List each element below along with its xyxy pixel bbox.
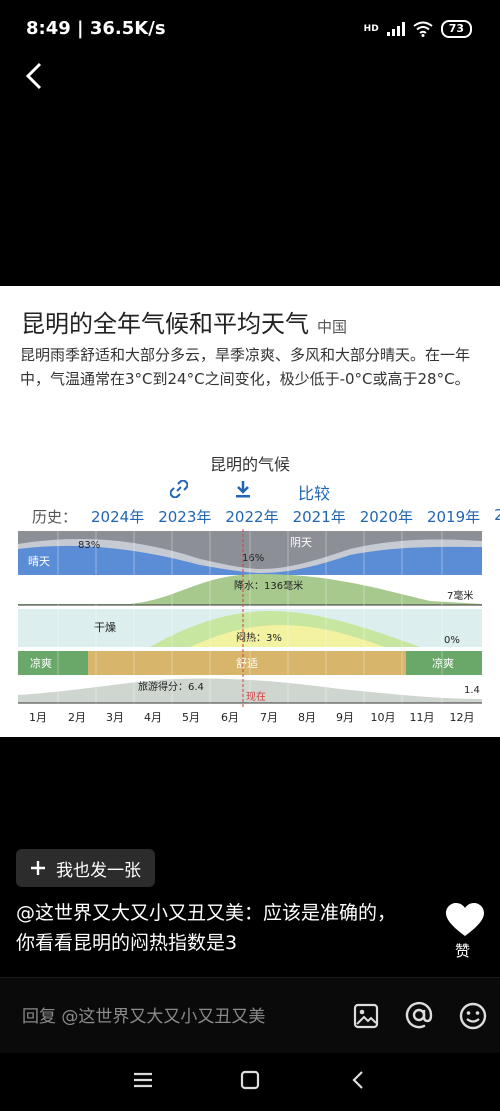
month-tick: 8月 — [298, 711, 316, 724]
history-label: 历史： — [32, 508, 78, 526]
reply-input[interactable]: 回复 @这世界又大又小又丑又美 — [22, 1007, 266, 1027]
month-tick: 7月 — [260, 711, 278, 724]
month-tick: 4月 — [144, 711, 162, 724]
title-text: 昆明的全年气候和平均天气 — [21, 310, 309, 338]
comfortable-label: 舒适 — [236, 656, 258, 670]
heart-icon[interactable] — [445, 903, 485, 937]
status-time-speed: 8:49 | 36.5K/s — [26, 18, 166, 39]
plus-icon — [31, 861, 45, 875]
cloudy-label: 阴天 — [290, 536, 312, 549]
month-tick: 5月 — [182, 711, 200, 724]
download-icon — [235, 481, 250, 498]
cool-segment — [18, 651, 88, 675]
clear-band — [18, 545, 482, 575]
emoji-icon[interactable] — [458, 1001, 488, 1031]
clear-min-label: 16% — [242, 553, 264, 564]
wifi-icon — [413, 21, 433, 37]
back-nav-icon[interactable] — [350, 1070, 366, 1090]
page-title: 昆明的全年气候和平均天气 中国 — [21, 304, 347, 339]
dry-label: 干燥 — [94, 621, 116, 634]
compare-link: 比较 — [297, 484, 330, 503]
climate-description: 昆明雨季舒适和大部分多云，旱季凉爽、多风和大部分晴天。在一年中，气温通常在3°C… — [20, 346, 471, 388]
rain-label: 降水：136毫米 — [234, 579, 303, 592]
rain-end-label: 7毫米 — [447, 589, 473, 602]
history-year: 2022年 — [225, 508, 279, 526]
history-year: 2020年 — [359, 508, 413, 526]
climate-chart-title: 昆明的气候 — [209, 455, 290, 474]
month-tick: 10月 — [371, 711, 396, 724]
history-year: 2021年 — [292, 508, 346, 526]
reply-bar — [0, 977, 500, 1053]
rain-area — [18, 574, 482, 605]
status-icons: HD 73 — [364, 20, 472, 38]
mention-icon[interactable] — [404, 1000, 434, 1030]
now-label: 现在 — [246, 691, 266, 703]
clear-label: 晴天 — [28, 555, 50, 568]
menu-icon[interactable] — [132, 1071, 154, 1089]
muggy-area — [190, 625, 385, 647]
muggy-end-label: 0% — [444, 635, 460, 646]
post-my-own-button[interactable]: 我也发一张 — [16, 849, 155, 887]
month-tick: 2月 — [68, 711, 86, 724]
home-icon[interactable] — [240, 1070, 260, 1090]
history-year: 2023年 — [158, 508, 212, 526]
cool-segment — [406, 651, 482, 675]
month-tick: 1月 — [29, 711, 47, 724]
signal-icon — [386, 22, 405, 36]
status-bar: 8:49 | 36.5K/s HD 73 — [0, 0, 500, 60]
chart-tools: 比较 — [0, 480, 500, 504]
link-icon — [169, 480, 188, 498]
climate-image[interactable]: 昆明的全年气候和平均天气 中国 昆明雨季舒适和大部分多云，旱季凉爽、多风和大部分晴… — [0, 286, 500, 737]
month-tick: 3月 — [106, 711, 124, 724]
network-label: HD — [363, 24, 379, 34]
tourism-label: 旅游得分：6.4 — [138, 680, 204, 693]
tourism-area — [18, 678, 482, 703]
history-year: 2 — [494, 506, 500, 524]
tourism-end-label: 1.4 — [464, 685, 480, 696]
cool-label: 凉爽 — [30, 656, 52, 670]
post-my-own-label: 我也发一张 — [56, 860, 141, 881]
climate-chart: 晴天 83% 16% 阴天 降水：136毫米 7毫米 干燥 闷热：3% 0% 凉… — [18, 529, 482, 724]
history-year: 2019年 — [426, 508, 481, 526]
month-tick: 12月 — [450, 711, 475, 724]
back-arrow-icon[interactable] — [22, 60, 46, 92]
month-tick: 11月 — [410, 711, 435, 724]
comment-text: @这世界又大又小又丑又美：应该是准确的，你看看昆明的闷热指数是3 — [16, 902, 397, 954]
image-icon[interactable] — [352, 1002, 380, 1030]
country-label: 中国 — [317, 318, 348, 336]
comfortable-segment — [88, 651, 406, 675]
clear-peak-label: 83% — [78, 540, 100, 551]
battery-indicator: 73 — [440, 20, 472, 38]
month-axis: 1月 2月 3月 4月 5月 6月 7月 8月 9月 10月 11月 12月 — [29, 711, 475, 724]
history-year: 2024年 — [91, 508, 145, 526]
month-tick: 9月 — [336, 711, 354, 724]
muggy-label: 闷热：3% — [236, 631, 282, 644]
history-row: 历史： 2024年 2023年 2022年 2021年 2020年 2019年 … — [32, 506, 500, 527]
cool-label: 凉爽 — [432, 656, 454, 670]
month-tick: 6月 — [221, 711, 239, 724]
like-label: 赞 — [455, 942, 471, 960]
month-gridlines — [57, 529, 443, 703]
